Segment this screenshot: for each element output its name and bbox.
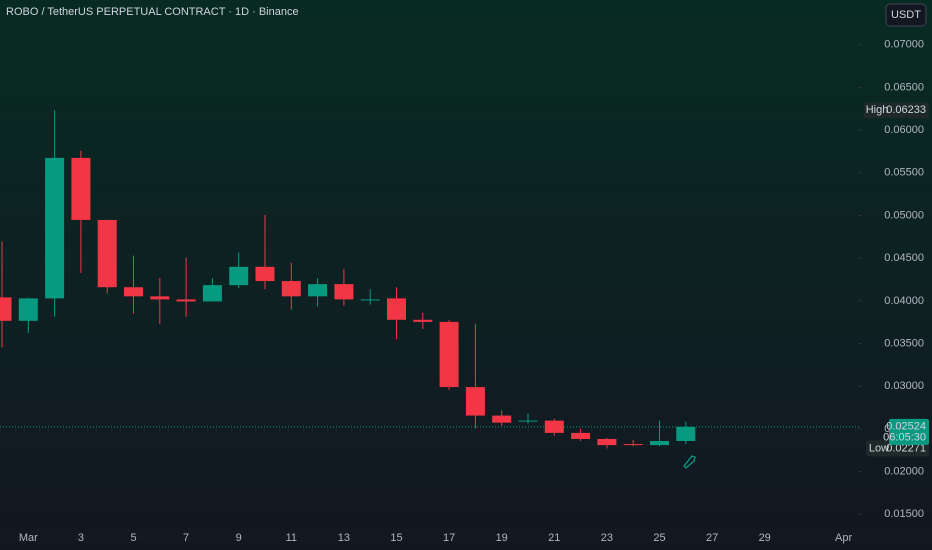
candle-body	[571, 432, 591, 439]
candle-body	[518, 420, 538, 422]
candle-body	[334, 284, 354, 300]
y-tick-label: 0.04000	[884, 295, 924, 307]
candle-body	[45, 157, 65, 299]
candle-body	[124, 287, 143, 297]
y-tick-label: 0.05000	[884, 209, 924, 221]
candle-body	[676, 426, 696, 442]
y-tick-label: 0.02000	[884, 465, 924, 477]
candle-body	[439, 321, 459, 388]
candle-body	[387, 298, 406, 320]
candle-body	[597, 438, 617, 446]
marker-name-box	[864, 102, 890, 119]
candle-body	[229, 266, 249, 286]
x-tick-label: 3	[78, 532, 84, 544]
x-tick-label: 27	[706, 532, 718, 544]
x-tick-label: 21	[548, 532, 560, 544]
currency-button[interactable]	[885, 3, 927, 27]
candle-body	[544, 420, 564, 433]
x-tick-label: 9	[236, 532, 242, 544]
candle-body	[150, 296, 170, 300]
candle-body	[623, 444, 643, 446]
x-tick-label: 15	[390, 532, 402, 544]
y-tick-label: 0.05500	[884, 167, 924, 179]
x-tick-label: 23	[601, 532, 613, 544]
y-tick-label: 0.03000	[884, 380, 924, 392]
candle-body	[413, 319, 433, 322]
candle-body	[176, 299, 196, 302]
x-tick-label: 19	[496, 532, 508, 544]
x-tick-label: 13	[338, 532, 350, 544]
last-price: 0.02524	[886, 421, 926, 433]
candle-body	[202, 285, 222, 302]
candle-body	[71, 157, 91, 220]
x-tick-label: Mar	[19, 532, 38, 544]
x-tick-label: 11	[286, 532, 297, 544]
last-price-box	[889, 418, 929, 445]
y-tick-label: 0.04500	[884, 252, 924, 264]
x-tick-label: 7	[183, 532, 189, 544]
countdown: 06:05:30	[883, 432, 926, 444]
marker-name-box	[866, 440, 892, 457]
candle-body	[492, 415, 512, 423]
marker-value: 0.06233	[886, 104, 926, 116]
candle-body	[308, 284, 328, 297]
x-tick-label: Apr	[835, 532, 852, 544]
marker-name: Low	[869, 442, 889, 454]
candle-body	[0, 297, 12, 321]
x-tick-label: 25	[653, 532, 665, 544]
x-tick-label: 17	[443, 532, 455, 544]
candle-body	[360, 299, 380, 301]
currency-label[interactable]: USDT	[891, 9, 921, 21]
y-tick-label: 0.03500	[884, 337, 924, 349]
x-tick-label: 29	[759, 532, 771, 544]
marker-value-box	[889, 102, 929, 119]
candle-body	[281, 281, 301, 297]
chart-title: ROBO / TetherUS PERPETUAL CONTRACT · 1D …	[6, 6, 299, 18]
candle-body	[465, 387, 485, 416]
y-tick-label: 0.06000	[884, 124, 924, 136]
candle-body	[97, 219, 117, 288]
candle-body	[650, 441, 669, 446]
y-tick-label: 0.07000	[884, 39, 924, 51]
marker-value: 0.02271	[886, 442, 926, 454]
y-tick-label: 0.06500	[884, 81, 924, 93]
x-tick-label: 5	[130, 532, 136, 544]
candle-body	[255, 266, 275, 282]
rocket-icon	[683, 455, 696, 469]
marker-name: High	[866, 104, 889, 116]
y-tick-label: 0.01500	[884, 508, 924, 520]
candle-body	[18, 298, 38, 321]
